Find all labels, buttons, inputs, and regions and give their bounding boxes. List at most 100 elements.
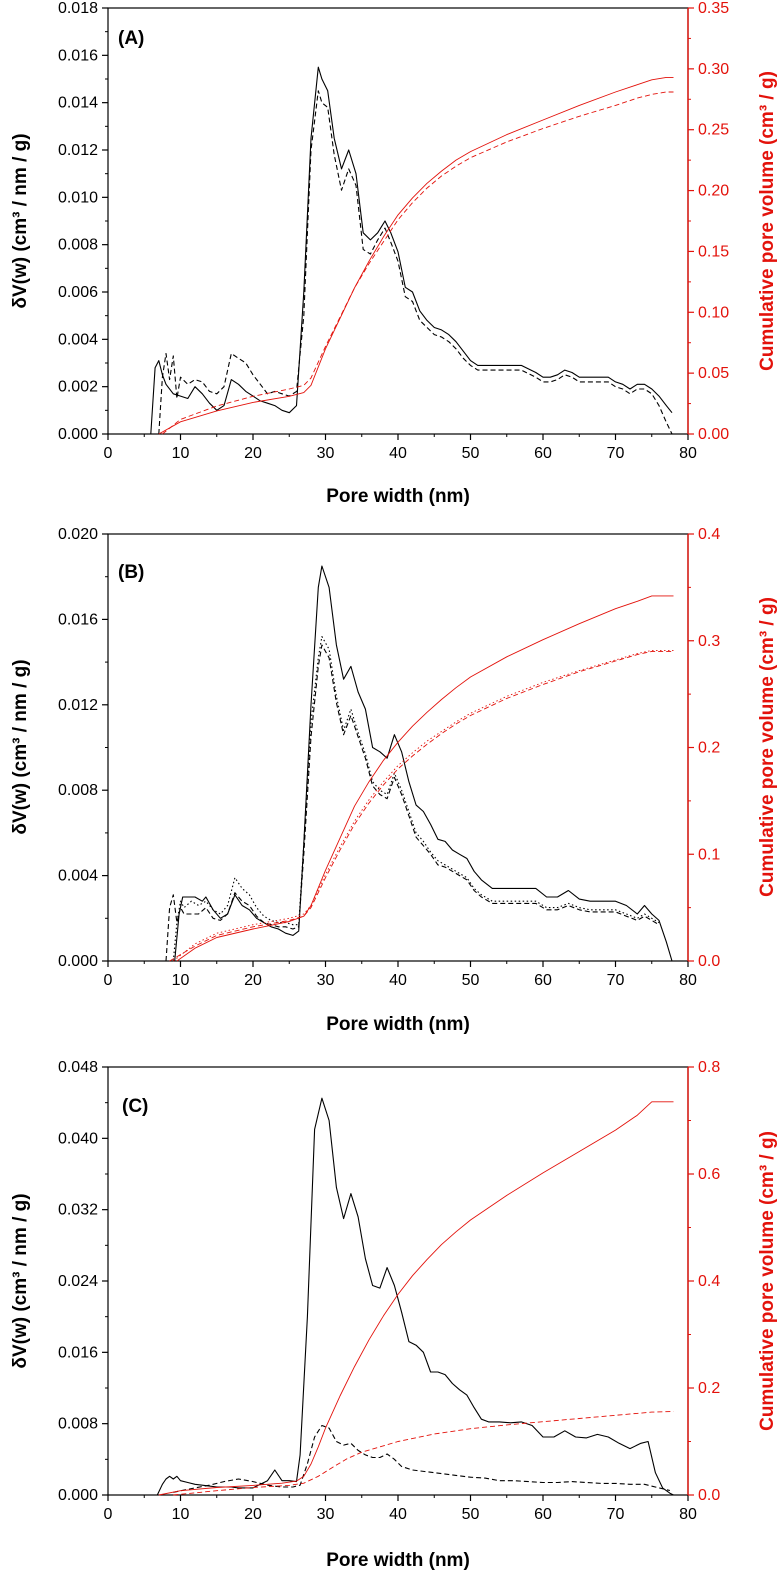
x-tick-label: 20 xyxy=(244,1506,262,1523)
x-tick-label: 60 xyxy=(534,445,552,462)
series-line-cumulative-dashed xyxy=(169,650,674,962)
x-tick-label: 40 xyxy=(389,1506,407,1523)
y2-axis-title-text: Cumulative pore volume (cm³ / g) xyxy=(757,71,778,371)
y-tick-label: 0.002 xyxy=(58,379,98,396)
series-line-dv-solid xyxy=(174,565,673,962)
series-line-dv-dashed xyxy=(173,1424,671,1493)
x-tick-label: 50 xyxy=(462,972,480,989)
y-tick-label: 0.012 xyxy=(58,697,98,714)
x-tick-label: 30 xyxy=(317,1506,335,1523)
y-tick-label: 0.032 xyxy=(58,1202,98,1219)
y2-tick-label: 0.20 xyxy=(698,183,729,200)
y2-axis-title-text: Cumulative pore volume (cm³ / g) xyxy=(757,597,778,897)
series-line-dv-solid xyxy=(150,66,673,435)
x-axis-title: Pore width (nm) xyxy=(326,1014,470,1035)
data-lines xyxy=(165,565,674,962)
y2-tick-label: 0.3 xyxy=(698,633,720,650)
series-line-cumulative-dashed xyxy=(173,1411,674,1496)
y2-tick-label: 0.4 xyxy=(698,1273,720,1290)
axis-ticks: 0 10 20 30 40 50 60 70 80 0.000 0.002 0.004 0.006 0.0… xyxy=(58,0,729,462)
y-tick-label: 0.008 xyxy=(58,782,98,799)
series-line-cumulative-solid xyxy=(176,595,674,962)
y-tick-label: 0.020 xyxy=(58,526,98,543)
x-tick-label: 20 xyxy=(244,445,262,462)
y2-tick-label: 0.1 xyxy=(698,846,720,863)
y2-tick-label: 0.00 xyxy=(698,426,729,443)
x-tick-label: 80 xyxy=(679,972,697,989)
y-tick-label: 0.008 xyxy=(58,237,98,254)
y-tick-label: 0.016 xyxy=(58,47,98,64)
panel-a: 0 10 20 30 40 50 60 70 80 0.000 0.002 0.004 0.006 0.0… xyxy=(10,0,778,507)
y-tick-label: 0.010 xyxy=(58,189,98,206)
x-tick-label: 40 xyxy=(389,972,407,989)
x-tick-label: 10 xyxy=(172,972,190,989)
y2-tick-label: 0.0 xyxy=(698,1487,720,1504)
y-tick-label: 0.004 xyxy=(58,331,98,348)
x-tick-label: 30 xyxy=(317,972,335,989)
data-lines xyxy=(156,1097,674,1496)
panel-b: 0 10 20 30 40 50 60 70 80 0.000 0.004 0.008 0.012 0.0… xyxy=(10,526,778,1035)
y-axis-title-text: δV(w) (cm³ / nm / g) xyxy=(10,133,31,308)
x-tick-label: 60 xyxy=(534,1506,552,1523)
panel-label: (A) xyxy=(118,28,144,49)
y-tick-label: 0.014 xyxy=(58,95,98,112)
y-axis-title-text: δV(w) (cm³ / nm / g) xyxy=(10,1193,31,1368)
y-tick-label: 0.012 xyxy=(58,142,98,159)
y2-axis-title-text: Cumulative pore volume (cm³ / g) xyxy=(757,1131,778,1431)
y2-tick-label: 0.35 xyxy=(698,0,729,17)
y2-tick-label: 0.10 xyxy=(698,304,729,321)
y2-axis-title: Cumulative pore volume (cm³ / g) xyxy=(757,71,778,371)
plot-frame xyxy=(107,7,689,435)
x-tick-label: 10 xyxy=(172,445,190,462)
y2-tick-label: 0.2 xyxy=(698,740,720,757)
y-tick-label: 0.000 xyxy=(58,1487,98,1504)
y2-tick-label: 0.2 xyxy=(698,1380,720,1397)
x-tick-label: 30 xyxy=(317,445,335,462)
series-line-dv-dashed xyxy=(165,644,660,962)
y-tick-label: 0.004 xyxy=(58,868,98,885)
y2-tick-label: 0.4 xyxy=(698,526,720,543)
plot-frame xyxy=(107,1066,689,1496)
y2-tick-label: 0.8 xyxy=(698,1059,720,1076)
y2-tick-label: 0.15 xyxy=(698,243,729,260)
y2-axis-title: Cumulative pore volume (cm³ / g) xyxy=(757,597,778,897)
x-tick-label: 80 xyxy=(679,445,697,462)
y-axis-title: δV(w) (cm³ / nm / g) xyxy=(10,1193,31,1368)
y2-tick-label: 0.6 xyxy=(698,1166,720,1183)
axis-ticks: 0 10 20 30 40 50 60 70 80 0.000 0.008 0.016 0.024 0.0… xyxy=(58,1059,720,1523)
series-line-cumulative-dashed xyxy=(162,91,674,435)
x-tick-label: 50 xyxy=(462,1506,480,1523)
x-axis-title: Pore width (nm) xyxy=(326,486,470,507)
series-line-cumulative-dotted xyxy=(173,649,674,962)
y2-tick-label: 0.05 xyxy=(698,365,729,382)
axis-ticks: 0 10 20 30 40 50 60 70 80 0.000 0.004 0.008 0.012 0.0… xyxy=(58,526,720,989)
series-line-cumulative-solid xyxy=(158,76,674,435)
x-tick-label: 50 xyxy=(462,445,480,462)
y-tick-label: 0.016 xyxy=(58,611,98,628)
y-tick-label: 0.024 xyxy=(58,1273,98,1290)
x-tick-label: 0 xyxy=(104,445,113,462)
x-tick-label: 70 xyxy=(607,972,625,989)
series-line-cumulative-solid xyxy=(158,1101,674,1496)
y-tick-label: 0.000 xyxy=(58,426,98,443)
x-tick-label: 70 xyxy=(607,1506,625,1523)
y2-tick-label: 0.30 xyxy=(698,61,729,78)
y-tick-label: 0.006 xyxy=(58,284,98,301)
y-axis-title: δV(w) (cm³ / nm / g) xyxy=(10,133,31,308)
x-tick-label: 0 xyxy=(104,1506,113,1523)
x-tick-label: 60 xyxy=(534,972,552,989)
panel-label: (B) xyxy=(118,562,144,583)
y-axis-title: δV(w) (cm³ / nm / g) xyxy=(10,659,31,834)
series-line-dv-solid xyxy=(156,1097,674,1496)
y2-tick-label: 0.0 xyxy=(698,953,720,970)
x-tick-label: 0 xyxy=(104,972,113,989)
x-tick-label: 10 xyxy=(172,1506,190,1523)
y-axis-title-text: δV(w) (cm³ / nm / g) xyxy=(10,659,31,834)
x-tick-label: 20 xyxy=(244,972,262,989)
y-tick-label: 0.008 xyxy=(58,1416,98,1433)
x-tick-label: 70 xyxy=(607,445,625,462)
y-tick-label: 0.016 xyxy=(58,1344,98,1361)
panel-c: 0 10 20 30 40 50 60 70 80 0.000 0.008 0.016 0.024 0.0… xyxy=(10,1059,778,1571)
y-tick-label: 0.048 xyxy=(58,1059,98,1076)
